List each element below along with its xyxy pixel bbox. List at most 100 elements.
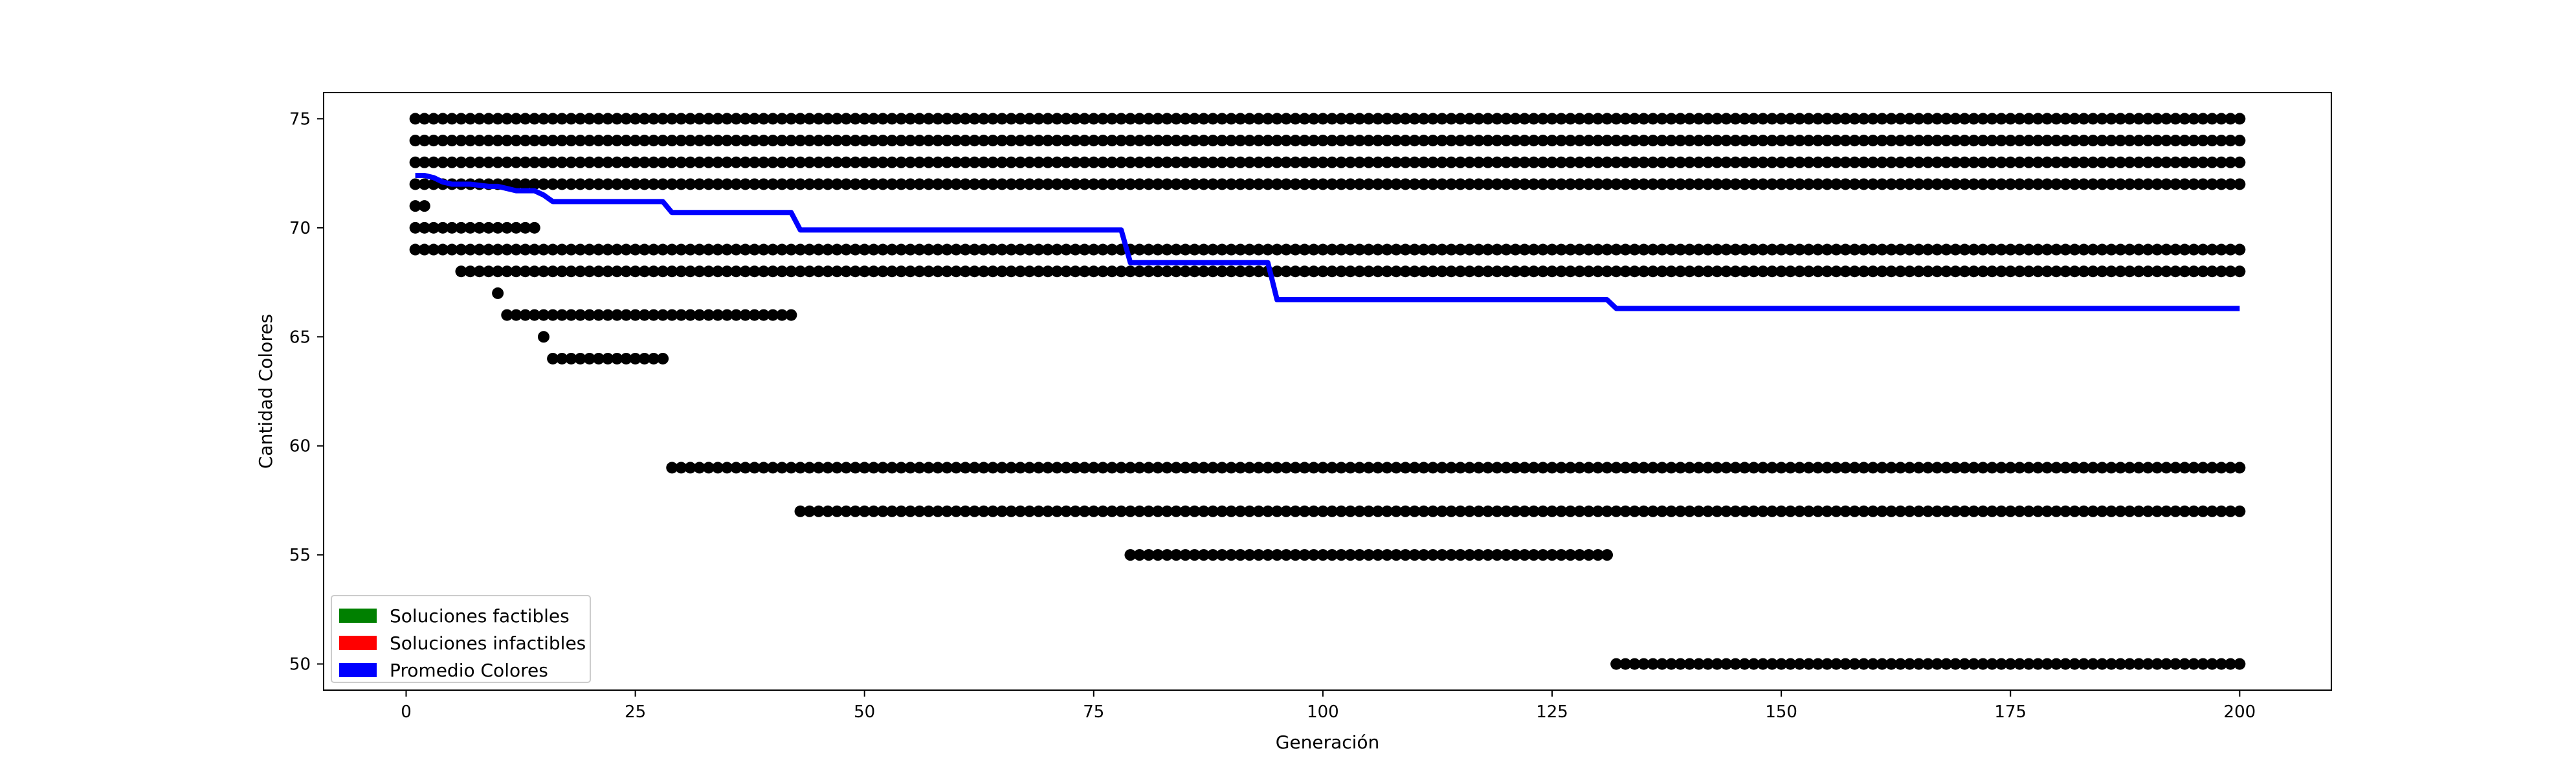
scatter-point bbox=[657, 265, 669, 278]
scatter-point bbox=[1381, 135, 1393, 147]
scatter-point bbox=[1014, 113, 1027, 125]
scatter-point bbox=[1417, 243, 1430, 256]
scatter-point bbox=[767, 265, 779, 278]
scatter-point bbox=[2078, 135, 2090, 147]
scatter-point bbox=[904, 113, 916, 125]
scatter-point bbox=[1371, 462, 1384, 474]
scatter-point bbox=[785, 265, 797, 278]
scatter-point bbox=[1335, 113, 1348, 125]
scatter-point bbox=[803, 462, 816, 474]
scatter-point bbox=[1381, 265, 1393, 278]
scatter-point bbox=[1986, 156, 1998, 168]
scatter-point bbox=[473, 156, 485, 168]
scatter-point bbox=[1326, 135, 1338, 147]
scatter-point bbox=[2023, 178, 2035, 190]
scatter-point bbox=[1546, 462, 1559, 474]
scatter-point bbox=[1858, 156, 1870, 168]
scatter-point bbox=[2179, 178, 2191, 190]
scatter-point bbox=[1647, 462, 1659, 474]
scatter-point bbox=[1023, 178, 1036, 190]
scatter-point bbox=[895, 243, 907, 256]
scatter-point bbox=[977, 265, 990, 278]
scatter-point bbox=[1849, 135, 1861, 147]
legend-label-infactibles: Soluciones infactibles bbox=[390, 633, 586, 654]
scatter-point bbox=[840, 113, 852, 125]
scatter-point bbox=[757, 462, 770, 474]
scatter-point bbox=[1427, 135, 1439, 147]
scatter-point bbox=[2060, 156, 2072, 168]
scatter-point bbox=[877, 462, 889, 474]
scatter-point bbox=[1289, 135, 1302, 147]
scatter-point bbox=[1665, 505, 1678, 517]
scatter-point bbox=[1858, 135, 1870, 147]
scatter-point bbox=[693, 265, 705, 278]
scatter-point bbox=[1261, 243, 1274, 256]
scatter-point bbox=[1170, 156, 1183, 168]
scatter-point bbox=[1014, 265, 1027, 278]
scatter-point bbox=[592, 309, 605, 321]
scatter-point bbox=[1124, 156, 1137, 168]
scatter-point bbox=[1702, 113, 1714, 125]
scatter-point bbox=[1995, 505, 2008, 517]
scatter-point bbox=[2041, 658, 2053, 670]
scatter-point bbox=[1206, 178, 1219, 190]
scatter-point bbox=[1894, 462, 1907, 474]
scatter-point bbox=[1839, 243, 1852, 256]
scatter-point bbox=[647, 113, 660, 125]
scatter-point bbox=[1436, 178, 1449, 190]
scatter-point bbox=[2041, 243, 2053, 256]
scatter-point bbox=[2188, 135, 2200, 147]
scatter-point bbox=[767, 178, 779, 190]
scatter-point bbox=[922, 243, 935, 256]
scatter-point bbox=[739, 265, 751, 278]
scatter-point bbox=[657, 178, 669, 190]
scatter-point bbox=[1399, 113, 1412, 125]
scatter-point bbox=[1564, 135, 1577, 147]
series-line-promedio bbox=[415, 173, 2240, 311]
scatter-point bbox=[528, 243, 540, 256]
scatter-point bbox=[1234, 156, 1247, 168]
scatter-point bbox=[537, 243, 550, 256]
scatter-point bbox=[647, 135, 660, 147]
scatter-point bbox=[1371, 156, 1384, 168]
scatter-point bbox=[1307, 243, 1320, 256]
scatter-point bbox=[1509, 462, 1522, 474]
scatter-point bbox=[510, 113, 522, 125]
scatter-point bbox=[675, 156, 687, 168]
scatter-point bbox=[1904, 243, 1916, 256]
scatter-point bbox=[1656, 265, 1668, 278]
scatter-point bbox=[2105, 505, 2118, 517]
scatter-point bbox=[666, 135, 678, 147]
scatter-point bbox=[1399, 156, 1412, 168]
scatter-point bbox=[1766, 178, 1778, 190]
x-tick-label: 100 bbox=[1307, 702, 1339, 722]
scatter-point bbox=[1830, 505, 1843, 517]
scatter-point bbox=[1702, 658, 1714, 670]
scatter-point bbox=[684, 265, 696, 278]
scatter-point bbox=[1922, 243, 1934, 256]
scatter-point bbox=[721, 462, 733, 474]
scatter-point bbox=[1867, 658, 1879, 670]
plot-area-frame bbox=[323, 92, 2332, 691]
scatter-point bbox=[2105, 265, 2118, 278]
scatter-point bbox=[1904, 462, 1916, 474]
scatter-point bbox=[2170, 243, 2182, 256]
scatter-point bbox=[1839, 113, 1852, 125]
scatter-point bbox=[858, 113, 871, 125]
scatter-point bbox=[1280, 265, 1293, 278]
scatter-point bbox=[1518, 178, 1531, 190]
scatter-point bbox=[638, 113, 650, 125]
scatter-point bbox=[1096, 505, 1109, 517]
scatter-point bbox=[2234, 505, 2246, 517]
scatter-point bbox=[1197, 549, 1210, 561]
scatter-point bbox=[1904, 178, 1916, 190]
scatter-point bbox=[409, 156, 421, 168]
scatter-point bbox=[528, 221, 540, 234]
scatter-point bbox=[840, 243, 852, 256]
scatter-point bbox=[1830, 462, 1843, 474]
scatter-point bbox=[1500, 549, 1513, 561]
y-tick-label: 55 bbox=[289, 546, 311, 565]
scatter-point bbox=[2179, 462, 2191, 474]
scatter-point bbox=[647, 265, 660, 278]
scatter-point bbox=[1381, 505, 1393, 517]
